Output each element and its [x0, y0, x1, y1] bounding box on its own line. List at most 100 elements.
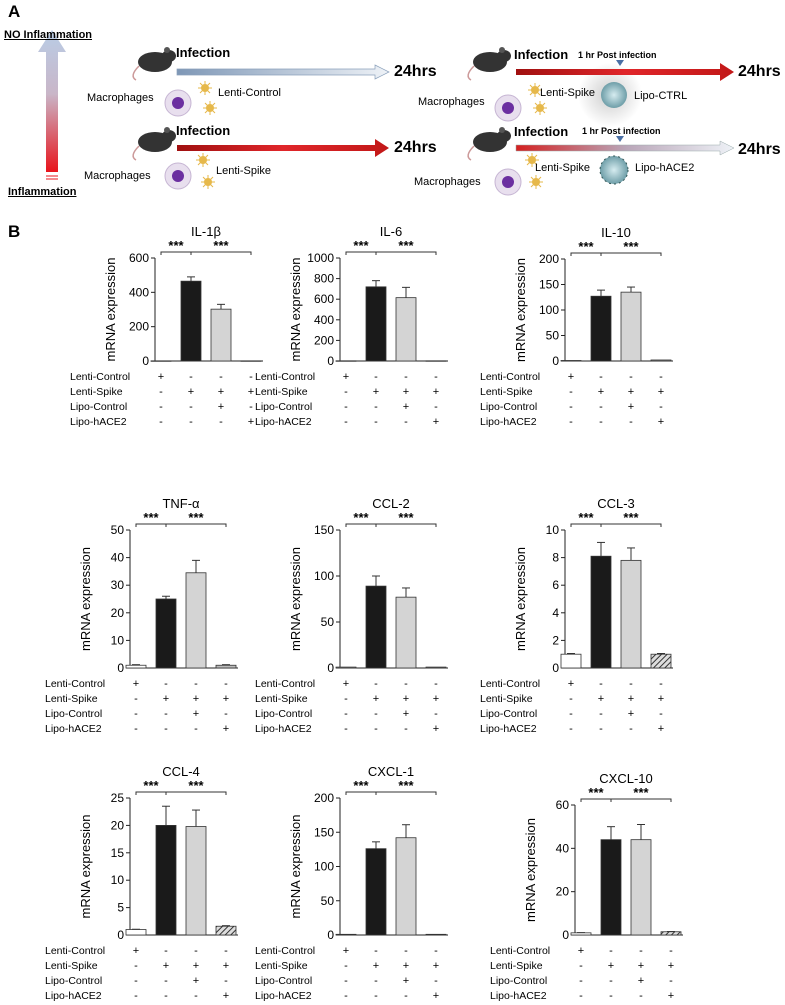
- y-tick-label: 50: [111, 523, 125, 537]
- chart-svg: TNF-α mRNA expression 0 10 20 30 40 50 *** *** Len…: [45, 496, 238, 735]
- condition-label: Lenti-Spike: [45, 693, 98, 705]
- condition-sign: -: [404, 371, 408, 383]
- significance-label: ***: [143, 510, 159, 525]
- condition-sign: -: [404, 678, 408, 690]
- time-label: 24hrs: [394, 63, 437, 80]
- condition-sign: -: [374, 416, 378, 428]
- significance-label: ***: [623, 239, 639, 254]
- y-tick-label: 200: [314, 791, 334, 805]
- condition-label: Lenti-Spike: [490, 960, 543, 972]
- condition-sign: +: [248, 386, 254, 398]
- post-infection-label: 1 hr Post infection: [582, 126, 661, 136]
- y-tick-label: 0: [552, 661, 559, 675]
- condition-label: Lenti-Control: [255, 371, 315, 383]
- bar-lenti-spike: [155, 598, 177, 669]
- y-tick-label: 100: [539, 303, 559, 317]
- condition-sign: +: [628, 693, 634, 705]
- infection-label: Infection: [514, 124, 569, 139]
- condition-sign: +: [433, 416, 439, 428]
- macrophages-label: Macrophages: [414, 176, 481, 188]
- y-tick-label: 600: [314, 292, 334, 306]
- condition-sign: +: [188, 386, 194, 398]
- chart-svg: CCL-3 mRNA expression 0 2 4 6 8 10 *** *** Lenti-C…: [480, 496, 673, 735]
- significance-label: ***: [633, 785, 649, 800]
- condition-sign: -: [374, 401, 378, 413]
- condition-label: Lenti-Control: [70, 371, 130, 383]
- condition-sign: -: [344, 401, 348, 413]
- chart-title: CCL-3: [597, 496, 635, 511]
- chart-svg: CCL-4 mRNA expression 0 5 10 15 20 25 *** *** Lent…: [45, 764, 238, 1002]
- condition-sign: -: [579, 960, 583, 972]
- condition-sign: -: [344, 960, 348, 972]
- condition-sign: -: [404, 416, 408, 428]
- condition-sign: +: [223, 693, 229, 705]
- condition-sign: -: [189, 401, 193, 413]
- virus-label: Lenti-Spike: [540, 87, 596, 99]
- condition-sign: +: [598, 386, 604, 398]
- significance-bracket: [345, 791, 437, 795]
- y-axis-label: mRNA expression: [288, 814, 303, 918]
- condition-sign: +: [163, 960, 169, 972]
- condition-label: Lenti-Spike: [255, 693, 308, 705]
- no-inflammation-label: NO Inflammation: [4, 29, 93, 41]
- y-tick-label: 150: [314, 523, 334, 537]
- chart-ccl4: CCL-4 mRNA expression 0 5 10 15 20 25 *** *** Lent…: [40, 763, 270, 1005]
- chart-svg: IL-10 mRNA expression 0 50 100 150 200 *** *** Le…: [480, 225, 673, 428]
- infection-label: Infection: [176, 45, 231, 60]
- panel-a-label: A: [8, 2, 21, 21]
- significance-label: ***: [578, 510, 594, 525]
- chart-title: CXCL-10: [599, 771, 652, 786]
- y-tick-label: 40: [556, 841, 570, 855]
- condition-sign: +: [218, 386, 224, 398]
- condition-sign: -: [434, 678, 438, 690]
- y-tick-label: 400: [129, 285, 149, 299]
- chart-svg: IL-1β mRNA expression 0 200 400 600 *** *** Lent…: [70, 224, 263, 428]
- lipo-hace2-particle: [599, 155, 629, 185]
- condition-label: Lenti-Spike: [45, 960, 98, 972]
- macrophages-label: Macrophages: [418, 96, 485, 108]
- condition-sign: +: [133, 678, 139, 690]
- condition-sign: -: [609, 945, 613, 957]
- y-axis-label: mRNA expression: [78, 547, 93, 651]
- significance-bracket: [135, 523, 227, 527]
- condition-sign: -: [599, 723, 603, 735]
- condition-sign: +: [133, 945, 139, 957]
- condition-sign: -: [659, 678, 663, 690]
- condition-sign: -: [164, 678, 168, 690]
- condition-sign: -: [434, 708, 438, 720]
- bar-lipo-hace2: [215, 664, 237, 669]
- bar-lenti-spike: [600, 839, 622, 936]
- condition-sign: +: [223, 990, 229, 1002]
- condition-label: Lenti-Control: [45, 945, 105, 957]
- chart-svg: IL-6 mRNA expression 0 200 400 600 800 1000 *** *…: [255, 224, 448, 428]
- condition-sign: -: [344, 708, 348, 720]
- significance-label: ***: [353, 778, 369, 793]
- condition-sign: +: [578, 945, 584, 957]
- condition-sign: +: [403, 693, 409, 705]
- macrophages-label: Macrophages: [84, 170, 151, 182]
- condition-sign: -: [159, 401, 163, 413]
- condition-sign: +: [568, 678, 574, 690]
- condition-sign: +: [568, 371, 574, 383]
- condition-sign: -: [629, 371, 633, 383]
- y-tick-label: 200: [539, 252, 559, 266]
- chart-ccl2: CCL-2 mRNA expression 0 50 100 150 *** *** Lenti…: [250, 495, 480, 745]
- condition-sign: +: [658, 416, 664, 428]
- significance-label: ***: [353, 238, 369, 253]
- time-label: 24hrs: [738, 141, 781, 158]
- condition-label: Lenti-Spike: [480, 386, 533, 398]
- condition-label: Lipo-Control: [255, 708, 312, 720]
- condition-sign: -: [194, 990, 198, 1002]
- bar-lenti-spike: [590, 555, 612, 669]
- condition-label: Lipo-hACE2: [45, 723, 102, 735]
- chart-tnfa: TNF-α mRNA expression 0 10 20 30 40 50 *** *** Len…: [40, 495, 270, 745]
- y-tick-label: 600: [129, 251, 149, 265]
- significance-label: ***: [353, 510, 369, 525]
- condition-sign: -: [159, 416, 163, 428]
- y-tick-label: 20: [111, 606, 125, 620]
- y-axis-label: mRNA expression: [513, 258, 528, 362]
- significance-label: ***: [188, 778, 204, 793]
- y-tick-label: 0: [552, 354, 559, 368]
- condition-label: Lenti-Control: [480, 371, 540, 383]
- bar-lenti-spike: [365, 585, 387, 669]
